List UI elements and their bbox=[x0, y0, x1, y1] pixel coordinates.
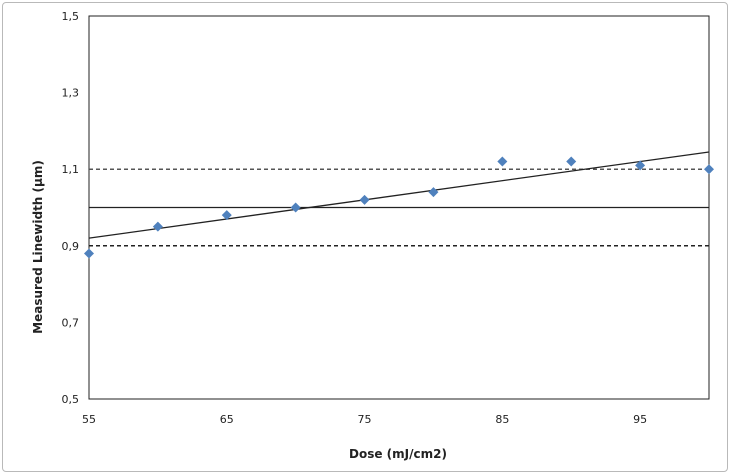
data-point bbox=[359, 194, 370, 205]
trendline bbox=[88, 151, 710, 239]
y-tick-label: 0,7 bbox=[62, 316, 80, 329]
y-tick-labels: 0,5 0,7 0,9 1,1 1,3 1,5 bbox=[62, 10, 80, 406]
y-tick-label: 1,1 bbox=[62, 163, 80, 176]
y-tick-label: 0,9 bbox=[62, 240, 80, 253]
data-point bbox=[635, 160, 646, 171]
x-tick-label: 95 bbox=[633, 413, 647, 426]
y-tick-label: 1,5 bbox=[62, 10, 80, 23]
x-tick-label: 55 bbox=[82, 413, 96, 426]
trendline-group bbox=[88, 151, 710, 239]
x-tick-label: 85 bbox=[495, 413, 509, 426]
data-point bbox=[497, 156, 508, 167]
reference-lines bbox=[89, 168, 709, 247]
x-tick-labels: 55 65 75 85 95 bbox=[82, 413, 647, 426]
chart-frame bbox=[2, 2, 728, 472]
data-point bbox=[290, 202, 301, 213]
data-point bbox=[566, 156, 577, 167]
y-axis-title: Measured Linewidth (μm) bbox=[31, 160, 45, 334]
x-axis-title: Dose (mJ/cm2) bbox=[349, 447, 447, 461]
x-tick-label: 65 bbox=[220, 413, 234, 426]
data-point bbox=[428, 187, 439, 198]
data-points bbox=[84, 156, 714, 259]
x-tick-label: 75 bbox=[358, 413, 372, 426]
data-point bbox=[221, 210, 232, 221]
data-point bbox=[152, 221, 163, 232]
y-tick-label: 1,3 bbox=[62, 87, 80, 100]
data-point bbox=[84, 248, 94, 259]
data-point bbox=[704, 164, 714, 175]
y-tick-label: 0,5 bbox=[62, 393, 80, 406]
